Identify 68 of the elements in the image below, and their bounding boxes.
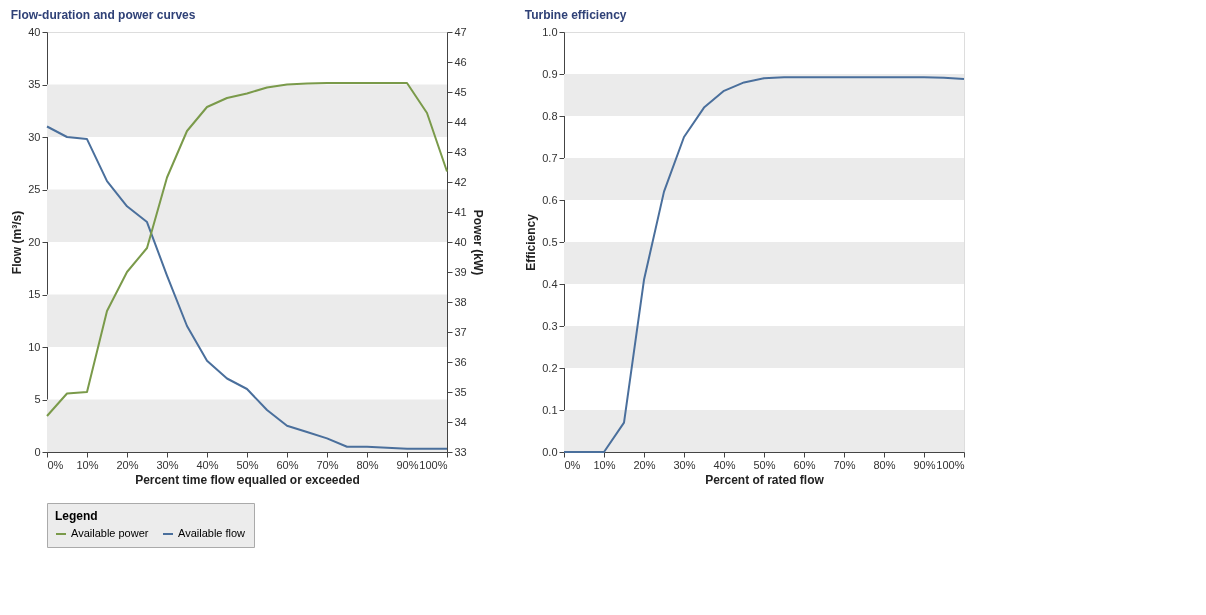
y2-tick-label: 38 xyxy=(454,295,467,308)
x-tick-label: 80% xyxy=(873,458,896,471)
x-axis-title: Percent time flow equalled or exceeded xyxy=(135,472,360,487)
y2-tick-label: 37 xyxy=(454,325,467,338)
y-tick-label: 1.0 xyxy=(542,25,558,38)
y-tick-label: 0.7 xyxy=(542,151,558,164)
y-tick-label: 0.3 xyxy=(542,319,558,332)
y-tick-label: 0 xyxy=(34,445,41,458)
y-tick-label: 0.0 xyxy=(542,445,558,458)
y2-tick-label: 47 xyxy=(454,25,467,38)
x-tick-label: 20% xyxy=(116,458,139,471)
x-tick-label: 90% xyxy=(913,458,936,471)
y2-tick-label: 34 xyxy=(454,415,467,428)
y2-tick-label: 40 xyxy=(454,235,467,248)
legend-label: Available power xyxy=(71,527,149,539)
y-tick-label: 40 xyxy=(28,25,41,38)
y-tick-label: 0.1 xyxy=(542,403,558,416)
y2-tick-label: 43 xyxy=(454,145,467,158)
y2-tick-label: 44 xyxy=(454,115,467,128)
y-tick-label: 20 xyxy=(28,235,41,248)
x-tick-label: 60% xyxy=(276,458,299,471)
x-tick-label: 50% xyxy=(753,458,776,471)
x-tick-label: 50% xyxy=(236,458,259,471)
x-tick-label: 20% xyxy=(633,458,656,471)
y-tick-label: 30 xyxy=(28,130,41,143)
chart-title: Turbine efficiency xyxy=(524,8,627,22)
legend-label: Available flow xyxy=(178,527,246,539)
x-tick-label: 30% xyxy=(673,458,696,471)
y-tick-label: 0.6 xyxy=(542,193,558,206)
x-tick-label: 70% xyxy=(833,458,856,471)
y-tick-label: 15 xyxy=(28,288,41,300)
x-tick-label: 100% xyxy=(419,458,448,471)
x-tick-label: 10% xyxy=(76,458,99,471)
y-tick-label: 25 xyxy=(28,183,41,195)
y2-tick-label: 41 xyxy=(454,205,467,218)
x-tick-label: 100% xyxy=(936,458,965,471)
y-tick-label: 10 xyxy=(28,340,41,353)
x-tick-label: 30% xyxy=(156,458,179,471)
y-axis-title: Efficiency xyxy=(524,213,539,271)
x-axis-title: Percent of rated flow xyxy=(705,472,825,487)
y2-tick-label: 45 xyxy=(454,85,467,98)
y2-tick-label: 35 xyxy=(454,385,467,398)
y-tick-label: 0.5 xyxy=(542,235,558,248)
y2-tick-label: 36 xyxy=(454,355,467,368)
x-tick-label: 90% xyxy=(396,458,419,471)
y-tick-label: 0.4 xyxy=(542,277,558,290)
y2-tick-label: 46 xyxy=(454,55,467,68)
x-tick-label: 0% xyxy=(564,458,581,471)
x-tick-label: 40% xyxy=(713,458,736,471)
x-tick-label: 80% xyxy=(356,458,379,471)
line-series xyxy=(46,82,448,417)
chart-title: Flow-duration and power curves xyxy=(10,8,196,22)
x-tick-label: 40% xyxy=(196,458,219,471)
x-tick-label: 70% xyxy=(316,458,339,471)
y-tick-label: 0.2 xyxy=(542,361,558,374)
y2-tick-label: 42 xyxy=(454,175,467,188)
y2-tick-label: 39 xyxy=(454,265,467,278)
y2-axis-title: Power (kW) xyxy=(470,209,485,276)
x-tick-label: 10% xyxy=(593,458,616,471)
y-axis-title: Flow (m³/s) xyxy=(10,210,25,275)
x-tick-label: 0% xyxy=(47,458,64,471)
y-tick-label: 35 xyxy=(28,78,41,90)
legend-title: Legend xyxy=(55,509,98,523)
y-tick-label: 0.8 xyxy=(542,109,558,122)
y2-tick-label: 33 xyxy=(454,445,467,458)
y-tick-label: 0.9 xyxy=(542,67,558,80)
x-tick-label: 60% xyxy=(793,458,816,471)
y-tick-label: 5 xyxy=(34,393,41,405)
